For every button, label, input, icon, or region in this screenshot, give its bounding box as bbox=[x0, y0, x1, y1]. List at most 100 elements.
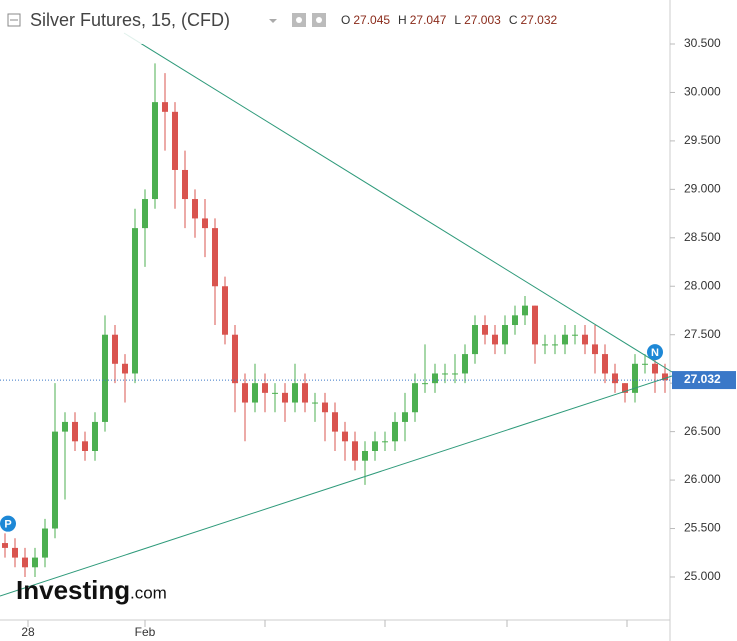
candle-body bbox=[322, 402, 328, 413]
candle-body bbox=[22, 557, 28, 568]
candle-body bbox=[572, 334, 578, 336]
watermark: Investing bbox=[16, 575, 130, 605]
ohlc-key: H bbox=[398, 13, 407, 27]
candle-body bbox=[352, 441, 358, 461]
candle-body bbox=[602, 354, 608, 374]
y-tick-label: 27.500 bbox=[684, 327, 721, 341]
candle-body bbox=[112, 334, 118, 364]
candle-body bbox=[282, 392, 288, 403]
y-tick-label: 29.500 bbox=[684, 133, 721, 147]
trend-line bbox=[123, 32, 673, 373]
y-tick-label: 25.500 bbox=[684, 521, 721, 535]
candle-body bbox=[362, 450, 368, 461]
y-tick-label: 26.000 bbox=[684, 472, 721, 486]
collapse-icon[interactable] bbox=[7, 13, 21, 27]
candle-body bbox=[522, 305, 528, 316]
ohlc-key: L bbox=[454, 13, 461, 27]
candle-body bbox=[412, 383, 418, 413]
candle-body bbox=[252, 383, 258, 403]
ohlc-value: 27.045 bbox=[353, 13, 390, 27]
candle-body bbox=[332, 412, 338, 432]
candle-body bbox=[172, 111, 178, 170]
ohlc-value: 27.032 bbox=[520, 13, 557, 27]
candle-body bbox=[132, 228, 138, 374]
candle-body bbox=[302, 383, 308, 403]
event-marker-label: P bbox=[4, 519, 11, 531]
event-marker bbox=[0, 515, 16, 532]
candle-body bbox=[122, 363, 128, 374]
candle-body bbox=[622, 383, 628, 393]
candle-body bbox=[242, 383, 248, 403]
x-tick-marks bbox=[264, 620, 628, 627]
ohlc-value: 27.047 bbox=[410, 13, 447, 27]
event-marker-label: N bbox=[651, 347, 659, 359]
candle-body bbox=[202, 218, 208, 229]
candle-body bbox=[292, 383, 298, 403]
candle-body bbox=[62, 421, 68, 432]
candle-body bbox=[142, 199, 148, 229]
event-marker bbox=[647, 344, 663, 361]
candle-body bbox=[442, 373, 448, 375]
candle-body bbox=[72, 421, 78, 442]
candle-body bbox=[472, 325, 478, 355]
candle-body bbox=[212, 228, 218, 287]
candle-body bbox=[432, 373, 438, 384]
y-tick-label: 29.000 bbox=[684, 182, 721, 196]
candle-body bbox=[452, 373, 458, 375]
candle-body bbox=[662, 373, 668, 381]
y-tick-label: 30.500 bbox=[684, 36, 721, 50]
candle-body bbox=[582, 334, 588, 345]
candle-body bbox=[52, 431, 58, 529]
candle-body bbox=[102, 334, 108, 422]
eye-icon-dot bbox=[296, 17, 302, 23]
candle-body bbox=[382, 441, 388, 443]
ohlc-key: O bbox=[341, 13, 350, 27]
candle-body bbox=[402, 412, 408, 422]
candle-body bbox=[592, 344, 598, 355]
dropdown-icon[interactable] bbox=[269, 19, 277, 23]
candle-body bbox=[152, 102, 158, 200]
candle-body bbox=[632, 363, 638, 393]
candle-body bbox=[12, 547, 18, 558]
candle-body bbox=[182, 169, 188, 200]
candle-body bbox=[272, 392, 278, 394]
candle-body bbox=[32, 557, 38, 568]
candle-body bbox=[502, 325, 508, 345]
last-price-box bbox=[672, 371, 736, 390]
candle-body bbox=[512, 315, 518, 326]
ohlc-value: 27.003 bbox=[464, 13, 501, 27]
candle-body bbox=[2, 543, 8, 548]
candle-body bbox=[372, 441, 378, 451]
chart-title: Silver Futures, 15, (CFD) bbox=[30, 10, 230, 30]
candle-body bbox=[542, 344, 548, 346]
candle-body bbox=[482, 325, 488, 335]
candle-body bbox=[192, 199, 198, 219]
candle-body bbox=[532, 305, 538, 345]
y-tick-label: 25.000 bbox=[684, 569, 721, 583]
ohlc-key: C bbox=[509, 13, 518, 27]
y-tick-label: 26.500 bbox=[684, 424, 721, 438]
x-tick-label: Feb bbox=[135, 625, 156, 639]
y-tick-label: 28.500 bbox=[684, 230, 721, 244]
watermark-suffix: .com bbox=[130, 583, 167, 602]
x-tick-label: 28 bbox=[21, 625, 35, 639]
candle-body bbox=[422, 383, 428, 385]
candle-body bbox=[462, 354, 468, 374]
candle-body bbox=[262, 383, 268, 393]
candle-body bbox=[492, 334, 498, 345]
candle-body bbox=[552, 344, 558, 346]
y-tick-label: 28.000 bbox=[684, 278, 721, 292]
candle-body bbox=[162, 102, 168, 112]
plot bbox=[2, 63, 668, 577]
last-price-label: 27.032 bbox=[684, 372, 721, 386]
candle-body bbox=[42, 528, 48, 558]
settings-icon-dot bbox=[316, 17, 322, 23]
candle-body bbox=[612, 373, 618, 384]
candle-body bbox=[232, 334, 238, 384]
candle-body bbox=[562, 334, 568, 345]
candle-body bbox=[642, 363, 648, 365]
candle-body bbox=[342, 431, 348, 442]
candle-body bbox=[82, 441, 88, 451]
candle-body bbox=[392, 421, 398, 442]
